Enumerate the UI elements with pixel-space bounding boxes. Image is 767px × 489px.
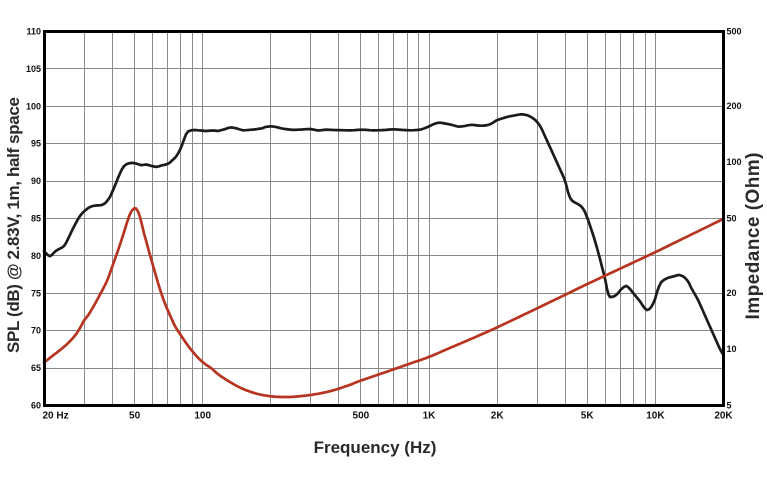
- svg-text:Impedance (Ohm): Impedance (Ohm): [743, 153, 764, 320]
- svg-text:20: 20: [727, 288, 737, 298]
- svg-text:100: 100: [727, 157, 742, 167]
- svg-text:80: 80: [31, 251, 41, 261]
- svg-text:65: 65: [31, 363, 41, 373]
- svg-text:5K: 5K: [581, 411, 595, 422]
- svg-text:200: 200: [727, 101, 742, 111]
- svg-text:SPL (dB) @ 2.83V, 1m, half spa: SPL (dB) @ 2.83V, 1m, half space: [4, 97, 23, 353]
- svg-text:70: 70: [31, 326, 41, 336]
- svg-text:20 Hz: 20 Hz: [43, 411, 69, 422]
- svg-text:90: 90: [31, 176, 41, 186]
- svg-text:2K: 2K: [491, 411, 505, 422]
- svg-text:75: 75: [31, 288, 41, 298]
- svg-text:5: 5: [727, 401, 732, 411]
- svg-text:10: 10: [727, 344, 737, 354]
- svg-text:100: 100: [194, 411, 211, 422]
- svg-text:110: 110: [26, 27, 41, 37]
- svg-text:60: 60: [31, 401, 41, 411]
- svg-text:100: 100: [26, 101, 41, 111]
- svg-text:Frequency (Hz): Frequency (Hz): [314, 438, 437, 457]
- svg-text:1K: 1K: [423, 411, 437, 422]
- svg-text:500: 500: [727, 27, 742, 37]
- svg-text:105: 105: [26, 64, 41, 74]
- svg-text:95: 95: [31, 139, 41, 149]
- svg-text:500: 500: [353, 411, 370, 422]
- svg-text:50: 50: [129, 411, 141, 422]
- svg-text:50: 50: [727, 214, 737, 224]
- svg-text:10K: 10K: [646, 411, 665, 422]
- svg-text:20K: 20K: [714, 411, 733, 422]
- svg-text:85: 85: [31, 214, 41, 224]
